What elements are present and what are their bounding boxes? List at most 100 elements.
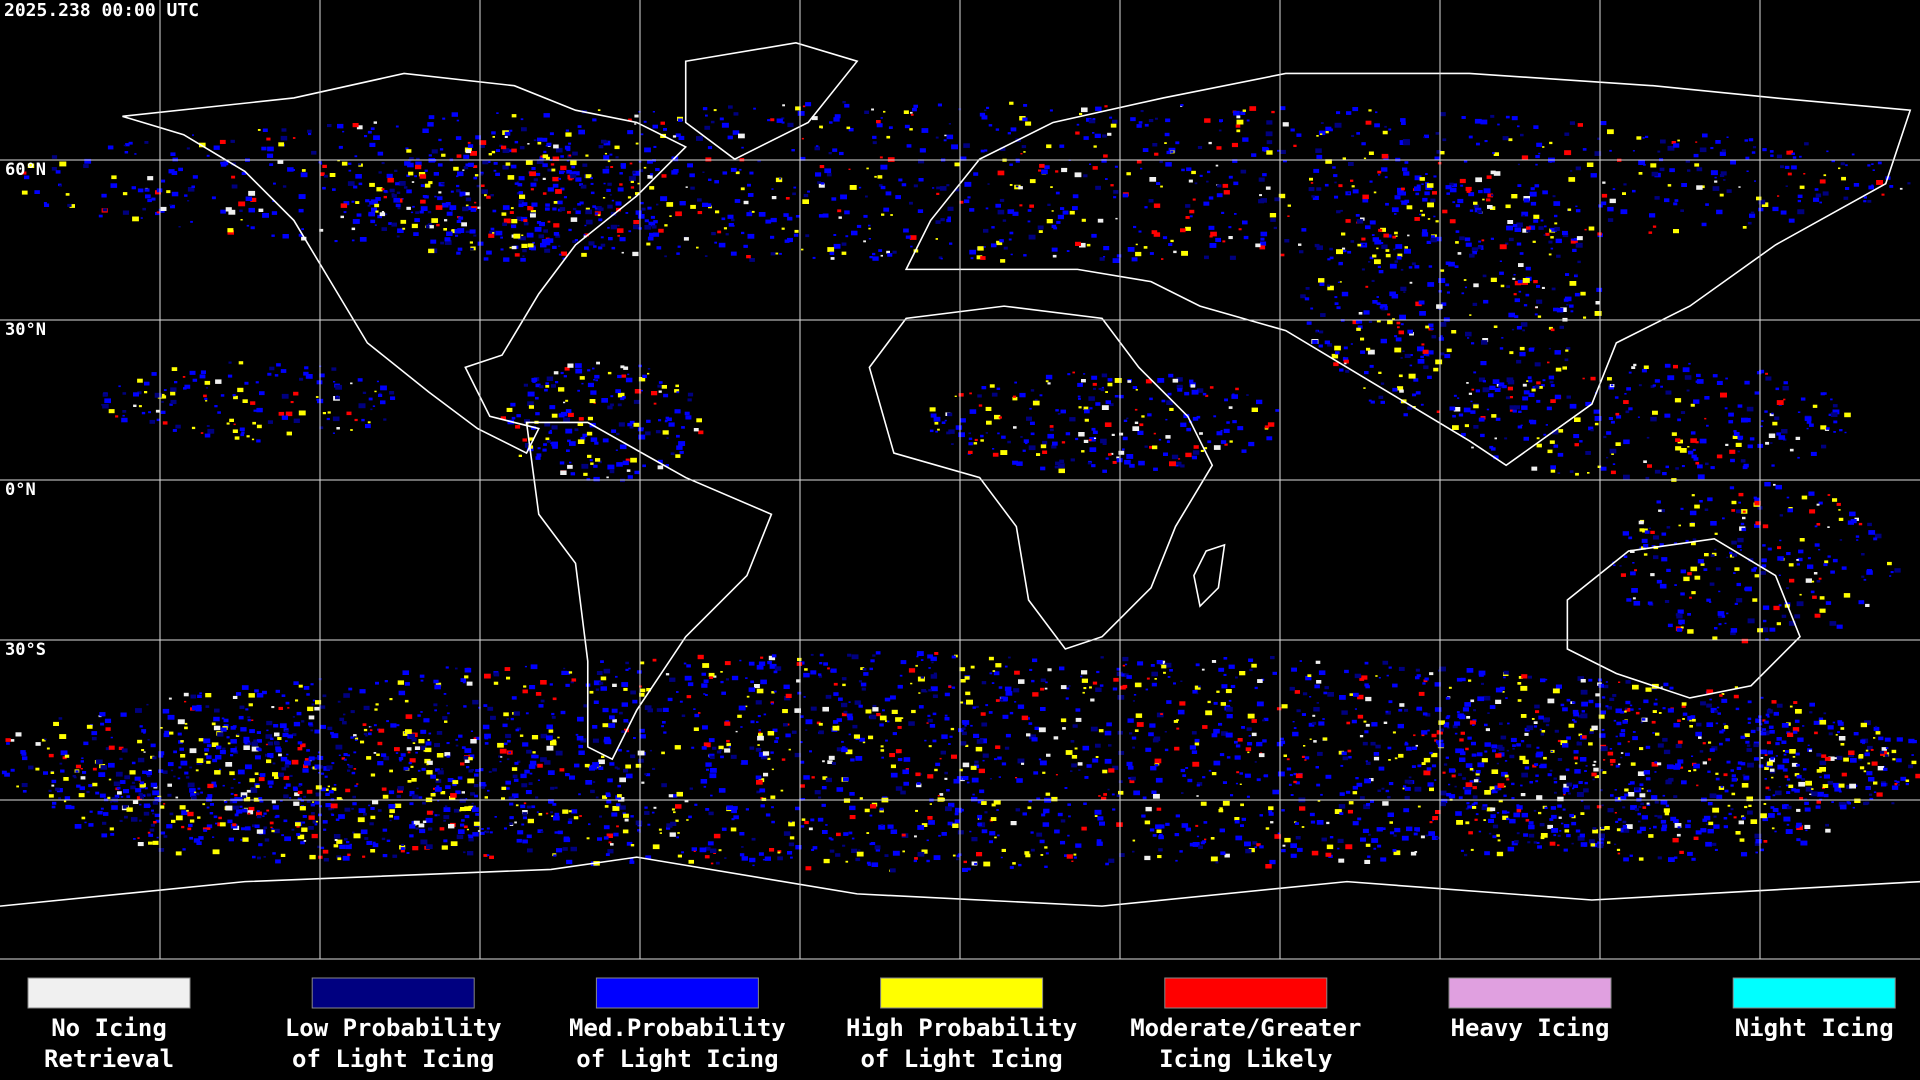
icing-pixel [960,741,967,746]
icing-pixel [251,741,258,747]
icing-pixel [1852,806,1855,809]
icing-pixel [647,206,652,210]
icing-pixel [1645,745,1651,749]
icing-pixel [1789,749,1796,754]
icing-pixel [407,780,412,783]
icing-pixel [951,655,956,659]
icing-pixel [1533,721,1538,724]
icing-pixel [1496,851,1504,857]
icing-pixel [1287,215,1290,217]
icing-pixel [633,737,636,739]
icing-pixel [513,233,521,239]
icing-pixel [272,852,276,855]
icing-pixel [865,709,872,714]
icing-pixel [749,171,754,175]
icing-pixel [1525,819,1530,822]
icing-pixel [266,759,272,764]
icing-pixel [91,731,98,736]
icing-pixel [509,211,514,214]
icing-pixel [1471,803,1475,806]
icing-pixel [1131,257,1138,262]
icing-pixel [1099,257,1105,261]
icing-pixel [240,839,243,841]
icing-pixel [245,196,252,201]
icing-pixel [1277,771,1285,777]
icing-pixel [322,186,326,190]
icing-pixel [241,795,247,799]
icing-pixel [1750,729,1756,734]
icing-pixel [523,802,527,805]
icing-pixel [748,210,752,212]
icing-pixel [444,752,451,757]
icing-pixel [28,765,34,770]
icing-pixel [219,822,226,827]
icing-pixel [1240,803,1244,807]
icing-pixel [876,123,883,128]
icing-pixel [1152,738,1159,743]
icing-pixel [1482,198,1485,201]
icing-pixel [611,812,618,817]
icing-pixel [1198,685,1201,688]
icing-pixel [905,235,911,239]
icing-pixel [411,181,415,183]
icing-pixel [1719,193,1724,197]
icing-pixel [1815,805,1821,809]
icing-pixel [1381,153,1389,159]
icing-pixel [621,730,625,733]
icing-pixel [137,757,145,763]
icing-pixel [550,811,553,814]
icing-pixel [1538,811,1542,815]
icing-pixel [1579,833,1585,838]
icing-pixel [402,227,406,230]
icing-pixel [267,741,274,746]
icing-pixel [486,195,491,199]
icing-pixel [980,149,985,153]
icing-pixel [297,834,305,840]
icing-pixel [412,742,416,744]
icing-pixel [1388,128,1392,131]
icing-pixel [1194,685,1201,690]
icing-pixel [1103,246,1110,251]
icing-pixel [563,667,566,670]
icing-pixel [1516,805,1523,810]
icing-pixel [315,700,322,705]
icing-pixel [1639,783,1644,787]
icing-pixel [699,847,707,853]
icing-pixel [610,166,614,168]
icing-pixel [579,201,584,205]
icing-pixel [1760,749,1767,755]
icing-pixel [1325,774,1332,779]
icing-pixel [562,809,569,814]
icing-pixel [1497,123,1500,126]
icing-pixel [1665,779,1672,785]
icing-pixel [1370,800,1374,803]
icing-pixel [1838,783,1845,788]
icing-pixel [1151,230,1158,235]
icing-pixel [310,729,314,732]
icing-pixel [1393,834,1397,837]
icing-pixel [473,234,477,237]
icing-pixel [1431,764,1437,768]
icing-pixel [442,117,446,120]
icing-pixel [643,120,647,123]
icing-pixel [675,819,679,822]
icing-pixel [1641,718,1646,721]
icing-pixel [1134,682,1142,688]
icing-pixel [1655,732,1660,736]
icing-pixel [927,718,933,723]
icing-pixel [1551,814,1557,819]
icing-pixel [293,681,299,685]
icing-pixel [415,161,422,166]
icing-pixel [771,820,775,824]
icing-pixel [234,746,238,749]
icing-pixel [243,736,250,741]
icing-pixel [559,170,564,175]
icing-pixel [1824,756,1831,761]
icing-pixel [235,734,240,737]
icing-pixel [1317,751,1323,756]
icing-pixel [1170,150,1174,153]
icing-pixel [839,151,844,156]
icing-pixel [672,135,677,138]
icing-pixel [319,228,324,232]
icing-pixel [624,818,629,822]
